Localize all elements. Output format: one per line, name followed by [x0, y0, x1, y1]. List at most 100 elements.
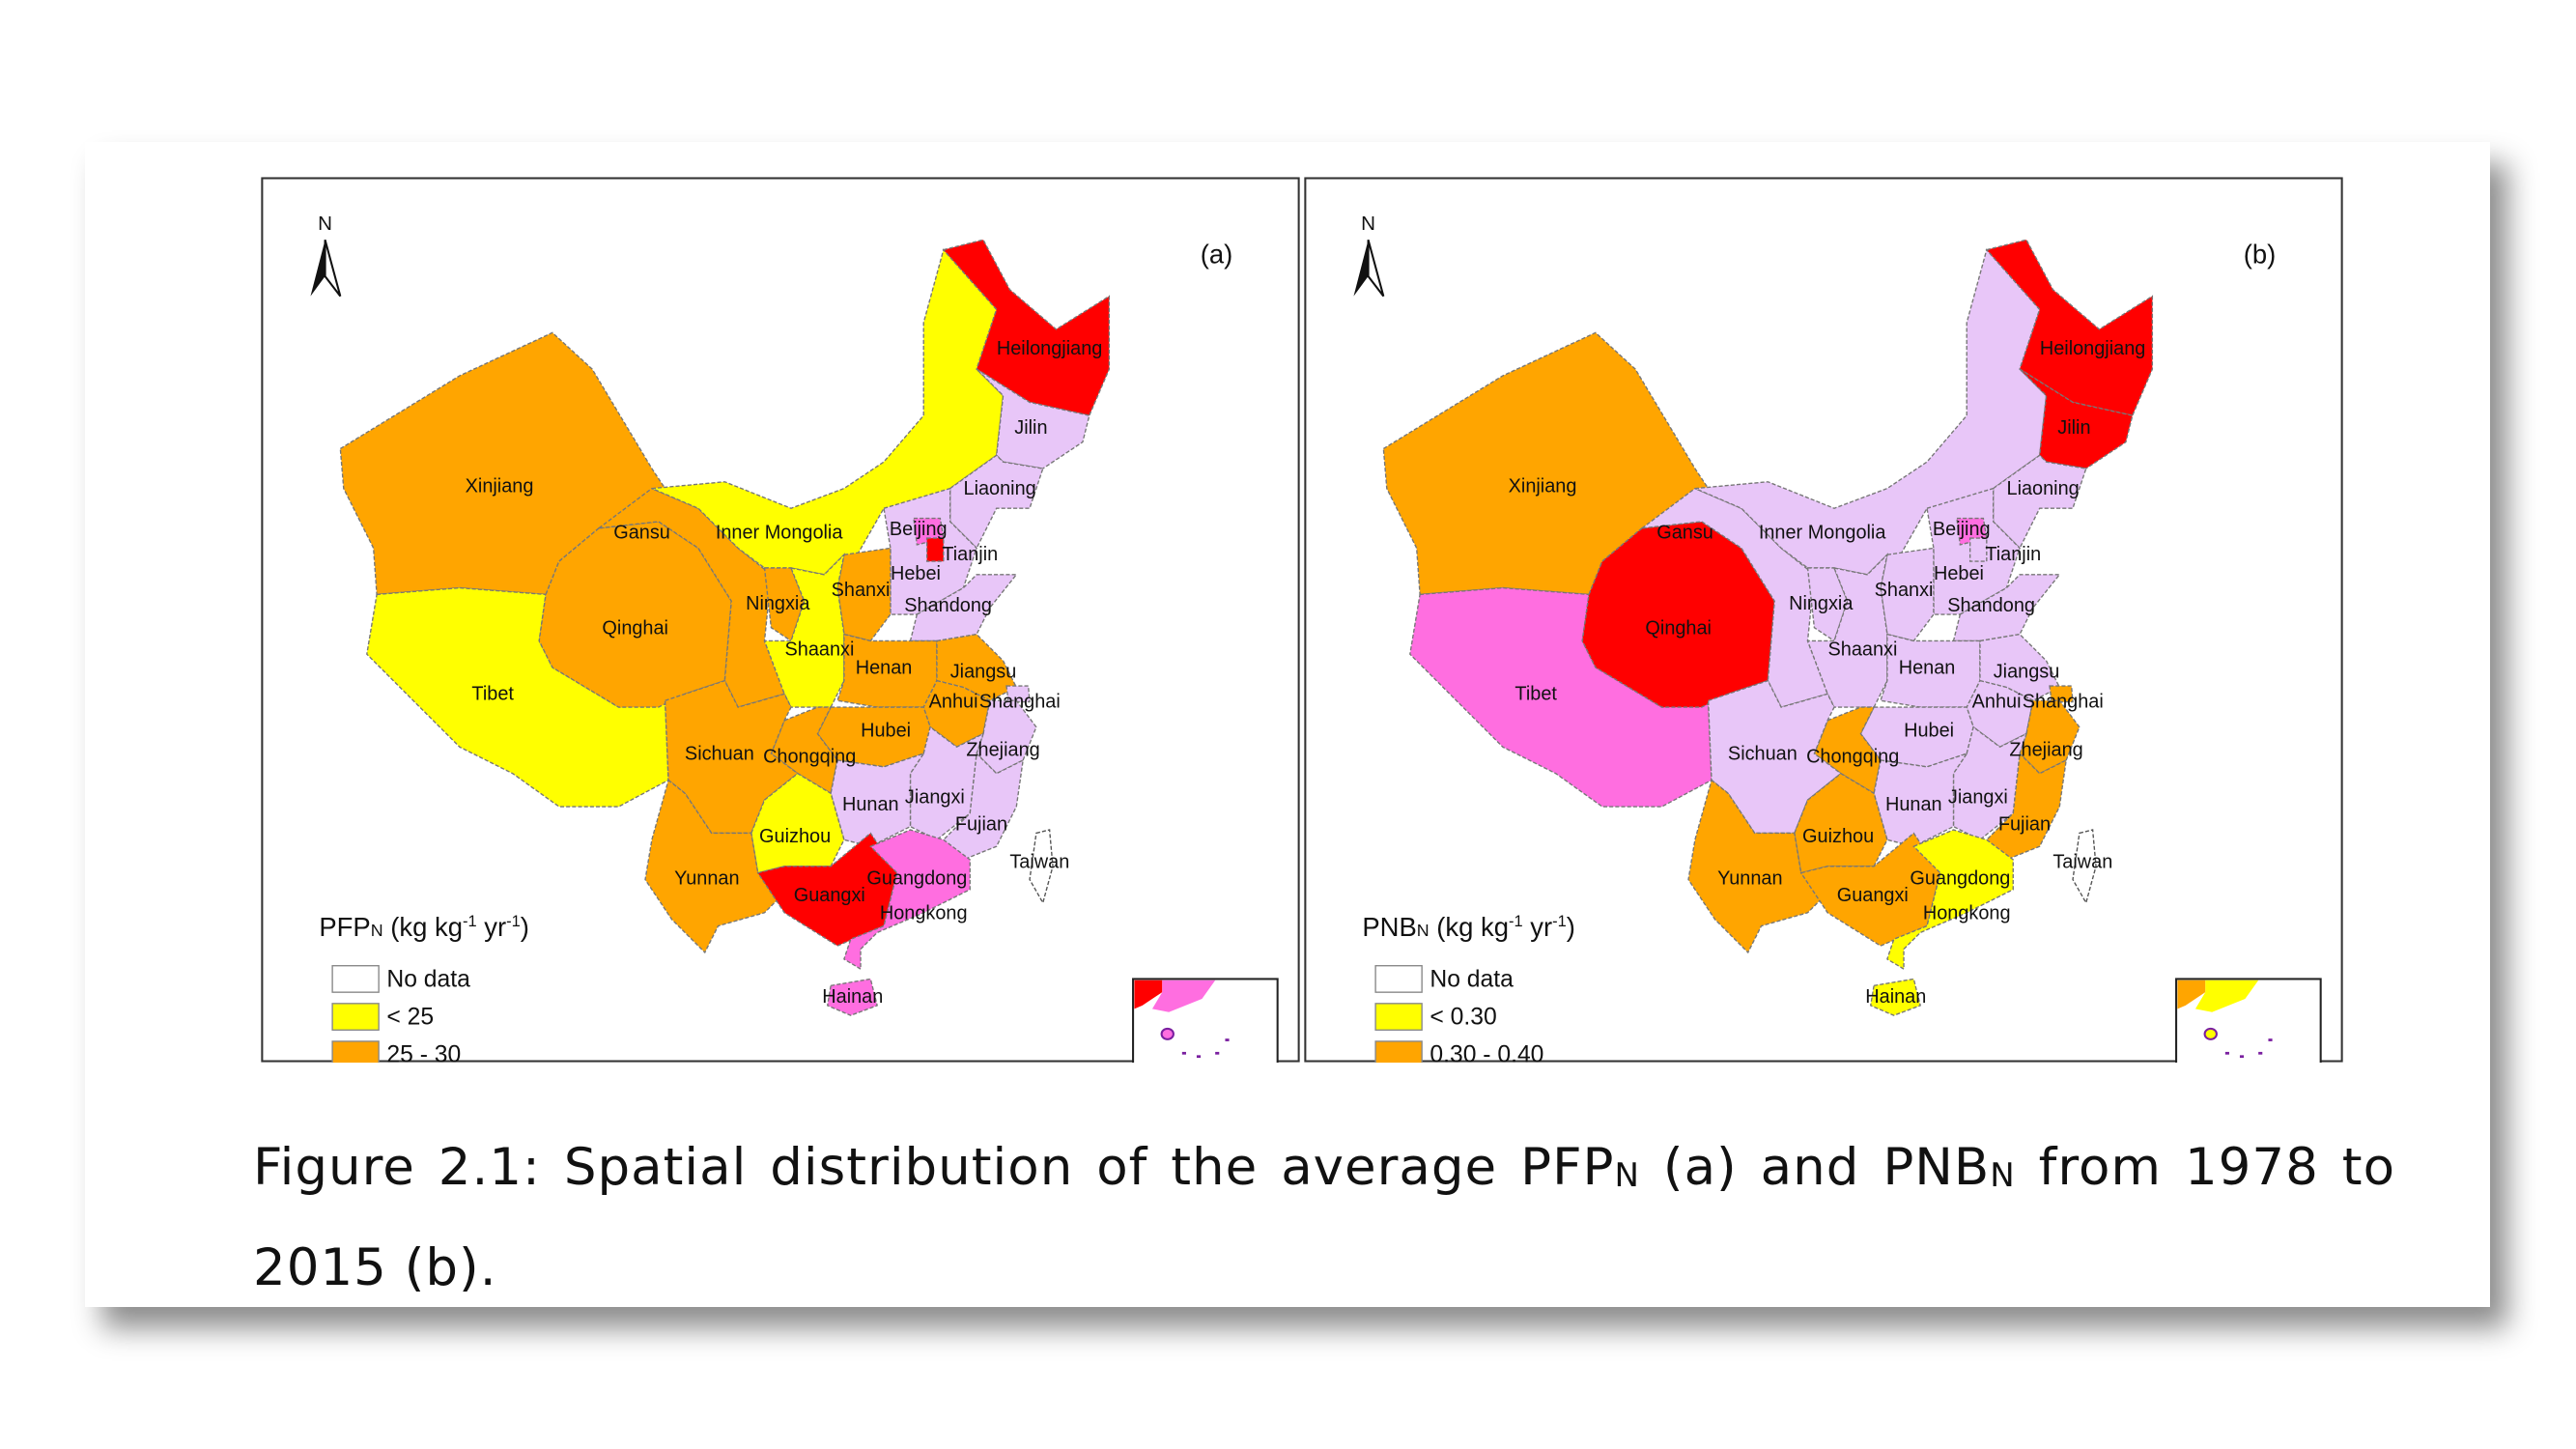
province-label-shaanxi: Shaanxi	[785, 639, 855, 660]
province-label-jiangxi: Jiangxi	[1948, 786, 2008, 808]
legend-title-title-units-1: (kg kg	[383, 912, 463, 942]
province-label-liaoning: Liaoning	[2007, 478, 2080, 499]
province-label-sichuan: Sichuan	[1728, 744, 1798, 765]
legend-title-title-sup-1: -1	[1509, 913, 1523, 930]
province-label-shanxi: Shanxi	[832, 580, 891, 601]
inset-hainan	[2203, 1027, 2218, 1040]
inset-guangdong	[2194, 980, 2259, 1012]
inset-hainan	[1160, 1027, 1175, 1040]
province-taiwan	[2072, 829, 2097, 905]
province-anhui	[1966, 679, 2034, 749]
province-label-inner-mongolia: Inner Mongolia	[1759, 523, 1887, 544]
province-tianjin	[925, 537, 945, 562]
caption-sub1: N	[1614, 1156, 1640, 1195]
province-henan	[836, 633, 938, 708]
province-label-fujian: Fujian	[1998, 813, 2051, 835]
legend-title-title-units-1: (kg kg	[1430, 912, 1509, 942]
province-label-hunan: Hunan	[842, 794, 899, 815]
panel-label: (b)	[2244, 239, 2277, 269]
province-label-shaanxi: Shaanxi	[1828, 639, 1898, 660]
inset-island	[1215, 1051, 1220, 1055]
province-heilongjiang	[942, 239, 1111, 416]
province-gansu	[596, 487, 786, 708]
province-label-liaoning: Liaoning	[964, 478, 1036, 499]
province-label-guangdong: Guangdong	[866, 868, 967, 890]
province-label-shanghai: Shanghai	[979, 692, 1061, 713]
province-label-hubei: Hubei	[1904, 721, 1954, 742]
province-label-jilin: Jilin	[1014, 417, 1047, 439]
province-hainan	[826, 978, 879, 1016]
inset-island	[2224, 1051, 2229, 1055]
north-label: N	[1361, 213, 1375, 235]
province-label-guangdong: Guangdong	[1910, 868, 2010, 890]
province-anhui	[922, 679, 991, 749]
inset-guangxi	[1134, 980, 1163, 1009]
province-label-hainan: Hainan	[1865, 986, 1926, 1008]
north-arrow-icon-right	[324, 240, 342, 298]
south-china-sea-inset	[2175, 978, 2322, 1063]
province-label-chongqing: Chongqing	[763, 746, 856, 767]
caption-sub2: N	[1990, 1156, 2016, 1195]
map-panel-a: Xinjiang Gansu Inner Mongolia Heilongjiang J…	[261, 177, 1300, 1063]
province-label-beijing: Beijing	[890, 519, 948, 540]
legend-title-title-main: PFP	[319, 912, 370, 942]
inset-island	[1181, 1051, 1186, 1055]
province-yunnan	[1687, 779, 1829, 954]
province-label-guizhou: Guizhou	[759, 826, 831, 847]
figure-caption: Figure 2.1: Spatial distribution of the …	[253, 1121, 2395, 1315]
legend-swatch	[331, 1003, 380, 1031]
province-henan	[1880, 633, 1981, 708]
legend-item-label: No data	[1430, 966, 1514, 992]
province-tianjin	[1968, 537, 1988, 562]
legend-title-title-sub: N	[371, 921, 383, 940]
province-label-heilongjiang: Heilongjiang	[2040, 338, 2145, 359]
legend-title-title-sub: N	[1417, 921, 1430, 940]
inset-island	[2258, 1051, 2263, 1055]
province-hainan	[1869, 978, 1922, 1016]
legend-title: PNBN (kg kg-1 yr-1)	[1362, 912, 1575, 942]
province-taiwan	[1029, 829, 1054, 905]
choropleth-map-a: Xinjiang Gansu Inner Mongolia Heilongjiang J…	[261, 177, 1300, 1063]
province-label-xinjiang: Xinjiang	[466, 476, 534, 497]
legend-title-title-main: PNB	[1362, 912, 1416, 942]
province-label-jiangsu: Jiangsu	[1994, 662, 2060, 683]
province-label-tianjin: Tianjin	[942, 544, 998, 565]
inset-guangxi	[2177, 980, 2206, 1009]
province-label-guangxi: Guangxi	[1837, 885, 1909, 906]
legend-title-title-sup-2: -1	[1552, 913, 1567, 930]
province-label-jiangsu: Jiangsu	[950, 662, 1017, 683]
province-label-tibet: Tibet	[1514, 683, 1557, 704]
province-label-hubei: Hubei	[861, 721, 911, 742]
legend-item-label: No data	[386, 966, 470, 992]
province-label-guizhou: Guizhou	[1802, 826, 1874, 847]
province-jilin	[2019, 368, 2134, 469]
map-panel-b: Xinjiang Gansu Inner Mongolia Heilongjiang J…	[1304, 177, 2343, 1063]
panel-label: (a)	[1201, 239, 1233, 269]
province-label-heilongjiang: Heilongjiang	[997, 338, 1102, 359]
province-label-henan: Henan	[1899, 658, 1956, 679]
legend-title-title-sup-1: -1	[463, 913, 477, 930]
caption-part3: from 1978 to 2015 (b).	[253, 1138, 2395, 1297]
north-arrow-icon	[1353, 240, 1369, 297]
province-label-sichuan: Sichuan	[685, 744, 754, 765]
province-jiangsu	[1979, 633, 2061, 701]
caption-part1: Figure 2.1: Spatial distribution of the …	[253, 1138, 1615, 1197]
province-label-tianjin: Tianjin	[1985, 544, 2041, 565]
province-label-zhejiang: Zhejiang	[2009, 740, 2082, 761]
province-ningxia	[1806, 567, 1849, 642]
province-label-beijing: Beijing	[1933, 519, 1991, 540]
province-guangdong	[843, 829, 971, 971]
province-label-chongqing: Chongqing	[1806, 746, 1899, 767]
south-china-sea-inset	[1132, 978, 1279, 1063]
legend-swatch	[1374, 965, 1423, 993]
province-label-shanxi: Shanxi	[1875, 580, 1934, 601]
province-label-gansu: Gansu	[613, 523, 670, 544]
province-label-tibet: Tibet	[471, 683, 514, 704]
legend-item-label: < 0.30	[1430, 1004, 1496, 1030]
inset-island	[2239, 1055, 2245, 1059]
province-label-hebei: Hebei	[1934, 563, 1984, 584]
province-label-guangxi: Guangxi	[794, 885, 865, 906]
province-label-shanghai: Shanghai	[2023, 692, 2104, 713]
choropleth-map-b: Xinjiang Gansu Inner Mongolia Heilongjiang J…	[1304, 177, 2343, 1063]
province-label-ningxia: Ningxia	[746, 593, 810, 614]
